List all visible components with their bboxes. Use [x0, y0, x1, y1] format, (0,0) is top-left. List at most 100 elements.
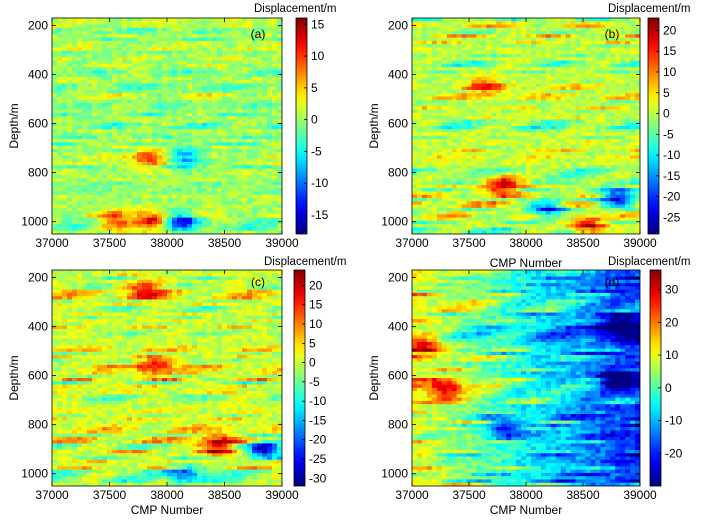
heatmap-cell [605, 73, 611, 78]
heatmap-cell [441, 57, 448, 62]
heatmap-cell [466, 135, 473, 140]
heatmap-cell [471, 50, 478, 55]
heatmap-cell [486, 80, 492, 85]
heatmap-cell [630, 70, 636, 75]
heatmap-cell [192, 214, 198, 219]
heatmap-cell [535, 18, 542, 22]
heatmap-cell [575, 103, 582, 107]
heatmap-cell [466, 93, 473, 98]
heatmap-cell [501, 21, 507, 26]
heatmap-cell [610, 50, 616, 55]
heatmap-cell [446, 145, 453, 150]
heatmap-cell [92, 96, 98, 101]
heatmap-cell [610, 109, 616, 114]
heatmap-cell [451, 18, 458, 22]
heatmap-cell [92, 175, 98, 179]
heatmap-cell [600, 57, 606, 62]
heatmap-cell [530, 37, 537, 42]
heatmap-cell [481, 63, 487, 68]
heatmap-cell [496, 54, 502, 58]
heatmap-cell [630, 63, 636, 68]
heatmap-cell [521, 135, 527, 140]
heatmap-cell [107, 135, 113, 140]
heatmap-cell [102, 155, 108, 160]
heatmap-cell [192, 86, 198, 91]
heatmap-cell [585, 106, 592, 111]
heatmap-cell [97, 165, 103, 170]
heatmap-cell [67, 103, 73, 107]
heatmap-cell [521, 96, 527, 101]
heatmap-cell [257, 168, 263, 173]
heatmap-cell [122, 207, 128, 212]
heatmap-cell [595, 50, 601, 55]
heatmap-cell [590, 122, 596, 127]
heatmap-cell [92, 227, 98, 232]
heatmap-cell [237, 171, 243, 176]
heatmap-cell [137, 139, 143, 143]
heatmap-cell [506, 44, 512, 49]
heatmap-cell [267, 70, 273, 75]
heatmap-cell [127, 76, 133, 81]
heatmap-cell [277, 60, 282, 65]
heatmap-cell [92, 54, 98, 58]
heatmap-cell [67, 165, 73, 170]
heatmap-cell [600, 80, 606, 85]
heatmap-cell [471, 40, 478, 45]
heatmap-cell [242, 34, 248, 39]
heatmap-cell [222, 40, 228, 45]
heatmap-cell [625, 129, 631, 134]
heatmap-cell [157, 80, 163, 85]
heatmap-cell [436, 47, 443, 52]
heatmap-cell [545, 21, 552, 26]
heatmap-cell [77, 116, 83, 121]
heatmap-cell [526, 145, 532, 150]
heatmap-cell [52, 106, 58, 111]
heatmap-cell [132, 214, 138, 219]
heatmap-cell [516, 63, 522, 68]
heatmap-cell [630, 139, 636, 143]
heatmap-cell [446, 44, 453, 49]
heatmap-cell [207, 139, 213, 143]
heatmap-cell [102, 181, 108, 186]
heatmap-cell [610, 57, 616, 62]
heatmap-cell [262, 119, 268, 124]
heatmap-cell [162, 168, 168, 173]
heatmap-cell [52, 165, 58, 170]
heatmap-cell [575, 126, 582, 130]
heatmap-cell [192, 37, 198, 42]
heatmap-cell [580, 96, 587, 101]
heatmap-cell [197, 44, 203, 49]
heatmap-cell [132, 21, 138, 26]
heatmap-cell [605, 83, 611, 88]
heatmap-cell [237, 198, 243, 202]
heatmap-cell [521, 47, 527, 52]
heatmap-cell [127, 126, 133, 130]
heatmap-cell [52, 103, 58, 107]
heatmap-cell [575, 76, 582, 81]
heatmap-cell [252, 142, 258, 147]
heatmap-cell [57, 220, 63, 225]
heatmap-cell [535, 129, 542, 134]
heatmap-cell [122, 162, 128, 166]
heatmap-cell [127, 188, 133, 193]
heatmap-cell [570, 139, 577, 143]
heatmap-cell [122, 18, 128, 22]
heatmap-cell [192, 67, 198, 71]
heatmap-cell [277, 37, 282, 42]
heatmap-cell [97, 103, 103, 107]
heatmap-cell [212, 132, 218, 137]
heatmap-cell [167, 168, 173, 173]
heatmap-cell [112, 60, 118, 65]
heatmap-cell [481, 34, 487, 39]
heatmap-cell [605, 80, 611, 85]
heatmap-cell [565, 93, 572, 98]
heatmap-cell [192, 230, 198, 234]
heatmap-cell [152, 116, 158, 121]
heatmap-cell [137, 207, 143, 212]
heatmap-cell [585, 90, 592, 94]
heatmap-cell [461, 60, 468, 65]
heatmap-cell [277, 171, 282, 176]
heatmap-cell [252, 40, 258, 45]
heatmap-cell [162, 119, 168, 124]
heatmap-cell [272, 142, 278, 147]
